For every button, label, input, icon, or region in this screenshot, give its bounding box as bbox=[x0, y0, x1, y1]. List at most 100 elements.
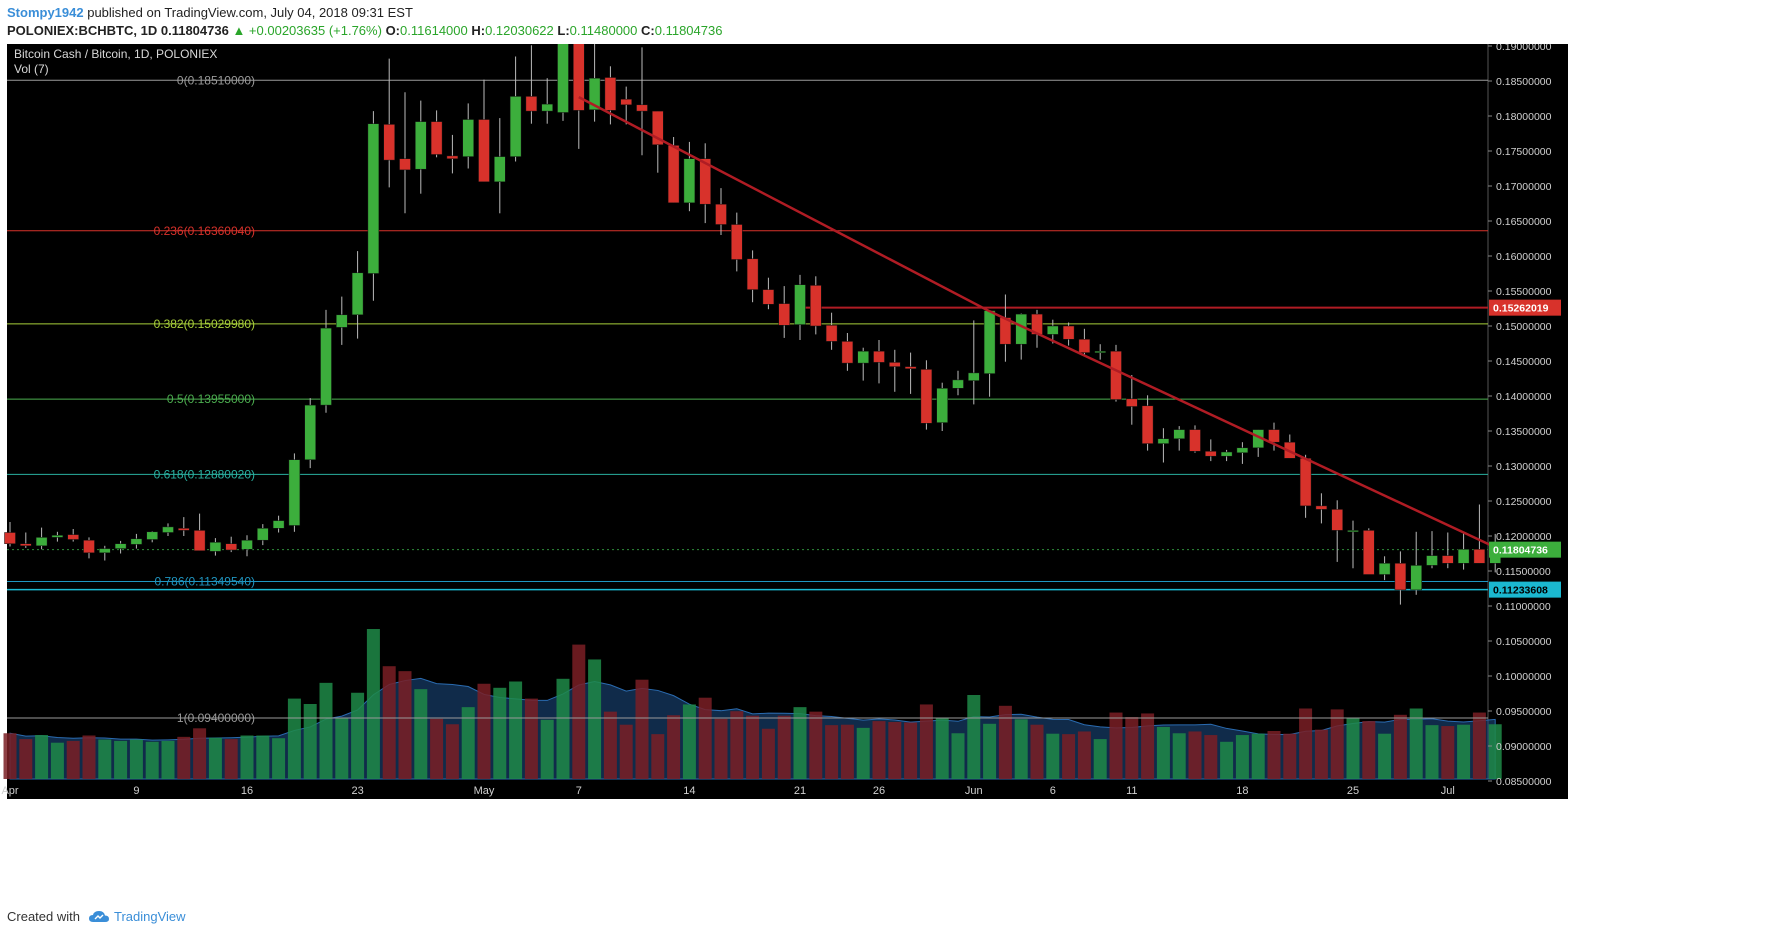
candle-body bbox=[1047, 325, 1059, 335]
candle-body bbox=[1236, 447, 1249, 453]
price-tag-label: 0.11233608 bbox=[1493, 585, 1548, 597]
high-value: 0.12030622 bbox=[485, 23, 554, 38]
volume-bar bbox=[509, 681, 523, 779]
candle-body bbox=[1347, 530, 1359, 533]
volume-bar bbox=[35, 735, 49, 779]
time-tick-label: 25 bbox=[1347, 785, 1359, 797]
candle-body bbox=[494, 156, 506, 183]
volume-bar bbox=[177, 736, 191, 779]
volume-bar bbox=[3, 733, 17, 779]
price-chart[interactable]: 0(0.18510000) 0.236(0.16360040) 0.382(0.15… bbox=[0, 44, 1769, 900]
open-value: 0.11614000 bbox=[400, 23, 468, 38]
volume-bar bbox=[1409, 708, 1423, 779]
volume-bar bbox=[335, 717, 349, 779]
volume-bar bbox=[272, 738, 286, 779]
candle-body bbox=[762, 289, 775, 305]
volume-bar bbox=[1093, 739, 1107, 779]
volume-bar bbox=[145, 741, 159, 779]
volume-bar bbox=[430, 718, 444, 779]
candle-body bbox=[1157, 438, 1170, 444]
volume-bar bbox=[1077, 731, 1091, 779]
time-tick-label: 21 bbox=[794, 785, 806, 797]
fib-level-label: 0.382(0.15029980) bbox=[154, 317, 255, 331]
volume-bar bbox=[872, 721, 886, 779]
price-tick-label: 0.18500000 bbox=[1496, 76, 1552, 88]
trendline bbox=[989, 310, 1496, 549]
candle-body bbox=[588, 77, 601, 110]
volume-bar bbox=[904, 722, 918, 779]
change-value: ▲ +0.00203635 (+1.76%) bbox=[232, 23, 382, 38]
price-tick-label: 0.08500000 bbox=[1496, 776, 1552, 788]
volume-bar bbox=[1441, 726, 1455, 779]
volume-bar bbox=[572, 644, 586, 779]
price-tag-label: 0.15262019 bbox=[1493, 303, 1549, 315]
volume-bar bbox=[224, 739, 238, 779]
volume-bar bbox=[1299, 708, 1313, 779]
candle-body bbox=[652, 110, 664, 145]
candle-body bbox=[1410, 565, 1422, 591]
candle-body bbox=[399, 158, 411, 171]
volume-bar bbox=[1235, 735, 1249, 779]
volume-bar bbox=[919, 704, 933, 779]
candle-body bbox=[383, 124, 395, 161]
volume-bar bbox=[840, 724, 854, 779]
candle-body bbox=[904, 366, 917, 369]
volume-bar bbox=[1267, 731, 1281, 779]
volume-bar bbox=[129, 739, 143, 779]
fib-level-label: 0.786(0.11349540) bbox=[154, 575, 255, 589]
tradingview-logo[interactable]: TradingView bbox=[88, 909, 186, 924]
trendline bbox=[578, 95, 991, 313]
tradingview-brand: TradingView bbox=[114, 909, 186, 924]
volume-bar bbox=[1346, 718, 1360, 779]
candle-body bbox=[336, 314, 348, 328]
time-tick-label: Jul bbox=[1441, 785, 1455, 797]
low-label: L: bbox=[557, 23, 570, 38]
chart-header: Stompy1942 published on TradingView.com,… bbox=[0, 0, 1769, 44]
volume-bar bbox=[951, 733, 965, 779]
symbol-label: POLONIEX:BCHBTC, 1D bbox=[7, 23, 158, 38]
fib-level-label: 0.5(0.13955000) bbox=[167, 392, 255, 406]
time-tick-label: Jun bbox=[965, 785, 983, 797]
volume-bar bbox=[1046, 733, 1060, 779]
candle-body bbox=[35, 537, 48, 547]
chart-subtitle: Vol (7) bbox=[14, 62, 49, 76]
volume-bar bbox=[983, 723, 997, 779]
candle-body bbox=[573, 44, 585, 111]
volume-bar bbox=[524, 698, 538, 779]
candle-body bbox=[320, 327, 332, 406]
volume-bar bbox=[398, 671, 412, 779]
price-tick-label: 0.15500000 bbox=[1496, 286, 1552, 298]
volume-bar bbox=[287, 698, 301, 779]
volume-bar bbox=[414, 689, 428, 779]
candle-body bbox=[889, 362, 901, 367]
volume-bar bbox=[1314, 729, 1328, 779]
price-tick-label: 0.13500000 bbox=[1496, 426, 1552, 438]
candle-body bbox=[446, 155, 459, 159]
candle-body bbox=[841, 341, 854, 364]
candle-body bbox=[636, 104, 648, 112]
candle-body bbox=[257, 528, 269, 541]
price-tick-label: 0.17000000 bbox=[1496, 181, 1552, 193]
time-tick-label: 11 bbox=[1126, 785, 1137, 797]
price-tick-label: 0.10500000 bbox=[1496, 636, 1552, 648]
candle-body bbox=[1378, 563, 1391, 575]
candle-body bbox=[209, 542, 222, 552]
volume-bar bbox=[698, 697, 712, 779]
price-tick-label: 0.16000000 bbox=[1496, 251, 1552, 263]
candle-body bbox=[509, 96, 522, 157]
volume-bar bbox=[1251, 733, 1265, 779]
candle-body bbox=[1457, 549, 1470, 564]
candle-body bbox=[304, 404, 316, 460]
candle-body bbox=[1299, 458, 1312, 507]
time-tick-label: 18 bbox=[1236, 785, 1248, 797]
volume-bar bbox=[809, 711, 823, 779]
author-name[interactable]: Stompy1942 bbox=[7, 5, 84, 20]
volume-bar bbox=[477, 683, 491, 779]
volume-bar bbox=[19, 739, 33, 779]
volume-bar bbox=[1062, 734, 1076, 779]
volume-bar bbox=[256, 735, 270, 779]
chart-title: Bitcoin Cash / Bitcoin, 1D, POLONIEX bbox=[14, 47, 217, 61]
candle-body bbox=[952, 379, 964, 389]
volume-bar bbox=[603, 711, 617, 779]
price-tick-label: 0.14500000 bbox=[1496, 356, 1552, 368]
